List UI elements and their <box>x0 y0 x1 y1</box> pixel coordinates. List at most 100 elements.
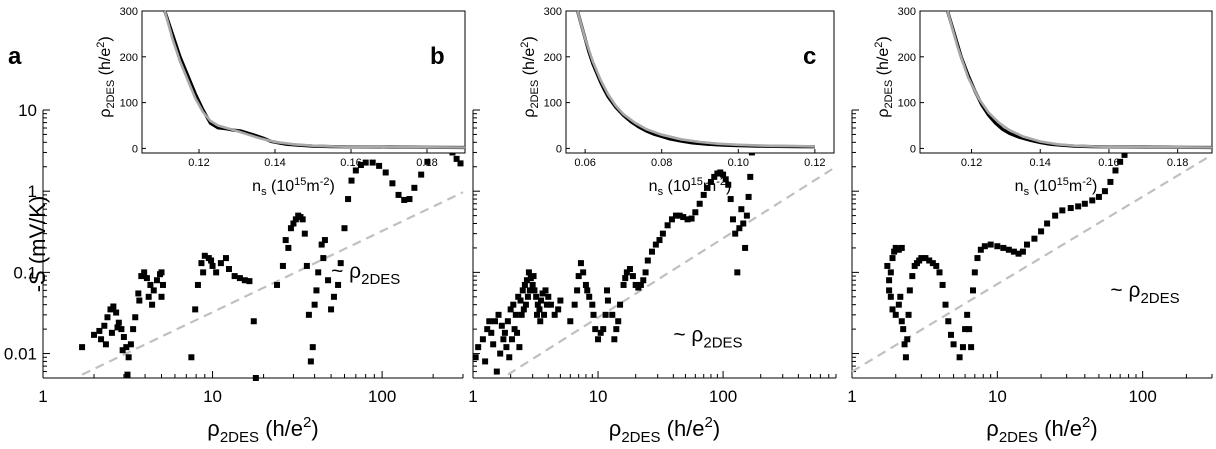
data-point <box>680 214 687 221</box>
y-tick-label: 0.01 <box>4 345 37 364</box>
inset-x-tick-label: 0.10 <box>728 157 749 169</box>
data-point <box>736 225 743 232</box>
data-point <box>217 260 224 267</box>
inset-y-title-sup: 2 <box>873 42 885 48</box>
data-point <box>539 290 546 297</box>
data-point <box>582 281 589 288</box>
data-point <box>611 336 618 343</box>
inset-y-title-base: ρ <box>97 109 114 118</box>
data-point <box>892 244 899 251</box>
data-point <box>575 273 582 280</box>
data-point <box>493 368 500 375</box>
data-point <box>574 287 581 294</box>
inset-x-tick-label: 0.16 <box>340 157 361 169</box>
inset-fit-curve <box>576 10 815 148</box>
data-point <box>974 255 981 262</box>
data-point <box>523 277 530 284</box>
data-point <box>969 287 976 294</box>
data-point <box>252 375 259 381</box>
data-point <box>597 329 604 336</box>
data-point <box>964 311 971 318</box>
annotation-prefix: ~ ρ <box>331 260 361 283</box>
data-point <box>506 354 513 361</box>
data-point <box>362 159 369 166</box>
data-point <box>91 331 98 338</box>
data-point <box>147 281 154 288</box>
data-point <box>613 326 620 333</box>
data-point <box>898 244 905 251</box>
inset-fit-curve <box>946 10 1213 149</box>
data-point <box>285 244 292 251</box>
data-point <box>909 273 916 280</box>
reference-dashed-line <box>507 165 837 376</box>
data-point <box>623 269 630 276</box>
data-point <box>274 281 281 288</box>
data-point <box>524 293 531 300</box>
data-point <box>305 311 312 318</box>
inset-y-tick-label: 100 <box>120 98 138 110</box>
data-point <box>153 277 160 284</box>
data-point <box>201 252 208 259</box>
y-tick-label: 10 <box>18 101 37 120</box>
x-title-sup: 2 <box>1082 414 1090 431</box>
data-point <box>311 301 318 308</box>
x-title-close: ) <box>311 416 318 441</box>
data-point <box>108 329 115 336</box>
data-point <box>926 257 933 264</box>
data-point <box>884 262 891 269</box>
data-point <box>1067 205 1074 212</box>
inset-x-title-unit2: m <box>703 178 716 195</box>
data-point <box>704 184 711 191</box>
data-point <box>484 326 491 333</box>
x-title-sup: 2 <box>705 414 713 431</box>
x-title-sub: 2DES <box>621 429 660 446</box>
data-point <box>1044 220 1051 227</box>
inset-y-tick-label: 300 <box>898 6 916 18</box>
data-point <box>143 275 150 282</box>
data-point <box>529 281 536 288</box>
inset-y-title-unit: (h/e <box>521 48 538 80</box>
data-point <box>138 273 145 280</box>
data-point <box>1112 167 1119 174</box>
data-point <box>743 212 750 219</box>
data-point <box>900 326 907 333</box>
data-point <box>301 230 308 237</box>
inset-x-axis-title: ns (1015m-2) <box>649 176 732 198</box>
inset-y-tick-label: 0 <box>556 143 562 155</box>
x-title-close: ) <box>1090 416 1097 441</box>
data-point <box>418 171 425 178</box>
data-point <box>401 196 408 203</box>
data-point <box>1081 200 1088 207</box>
data-point <box>123 344 130 351</box>
data-point <box>541 311 548 318</box>
inset-frame <box>565 10 835 154</box>
data-point <box>692 209 699 216</box>
data-point <box>590 311 597 318</box>
data-point <box>898 318 905 325</box>
data-point <box>521 281 528 288</box>
data-point <box>555 306 562 313</box>
data-point <box>503 344 510 351</box>
data-point <box>994 243 1001 250</box>
inset-x-tick-label: 0.12 <box>961 157 982 169</box>
inset-x-title-base: n <box>649 178 658 195</box>
inset-y-tick-label: 100 <box>544 98 562 110</box>
data-point <box>1121 151 1128 158</box>
data-point <box>149 301 156 308</box>
data-point <box>389 180 396 187</box>
data-point <box>545 293 552 300</box>
data-point <box>188 354 195 361</box>
data-point <box>250 318 257 325</box>
data-point <box>120 333 127 340</box>
inset-y-tick-label: 200 <box>898 52 916 64</box>
data-point <box>517 297 524 304</box>
data-point <box>542 287 549 294</box>
data-point <box>246 278 253 285</box>
data-point <box>886 277 893 284</box>
data-point <box>472 354 479 361</box>
data-point <box>1010 248 1017 255</box>
inset-x-title-close: ) <box>1092 178 1097 195</box>
